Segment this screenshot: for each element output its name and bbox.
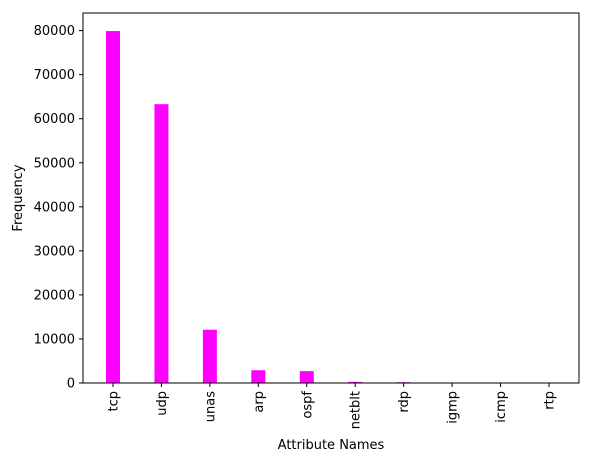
x-axis-label: Attribute Names: [278, 438, 385, 453]
bar-tcp: [106, 31, 120, 384]
y-tick-label: 0: [67, 377, 75, 392]
bar-netblt: [348, 381, 363, 383]
y-tick-label: 50000: [34, 156, 75, 171]
x-tick-label-udp: udp: [155, 391, 170, 416]
x-tick-label-igmp: igmp: [446, 391, 461, 424]
y-tick-label: 30000: [34, 244, 75, 259]
plot-frame: [82, 12, 580, 384]
y-tick-label: 40000: [34, 200, 75, 215]
x-axis-ticks: tcp udp unas arp ospf netblt rdp igmp icmp rtp: [107, 383, 558, 429]
y-axis-label: Frequency: [11, 164, 26, 231]
y-tick-label: 20000: [34, 288, 75, 303]
y-tick-label: 70000: [34, 68, 75, 83]
y-tick-label: 80000: [34, 24, 75, 39]
x-tick-label-rdp: rdp: [397, 391, 412, 413]
x-tick-label-tcp: tcp: [107, 391, 122, 412]
y-axis-ticks: 0 10000 20000 30000 40000 50000 60000 70000 8000…: [34, 24, 83, 392]
bar-unas: [202, 329, 217, 383]
bar-udp: [154, 104, 169, 383]
bars: [106, 31, 556, 384]
y-tick-label: 10000: [34, 332, 75, 347]
y-tick-label: 60000: [34, 112, 75, 127]
bar-ospf: [299, 371, 314, 383]
x-tick-label-icmp: icmp: [494, 391, 509, 423]
x-tick-label-unas: unas: [203, 391, 218, 422]
bar-arp: [251, 370, 266, 383]
x-tick-label-ospf: ospf: [300, 391, 315, 419]
x-tick-label-netblt: netblt: [349, 391, 364, 429]
x-tick-label-rtp: rtp: [543, 391, 558, 410]
x-tick-label-arp: arp: [252, 391, 267, 413]
